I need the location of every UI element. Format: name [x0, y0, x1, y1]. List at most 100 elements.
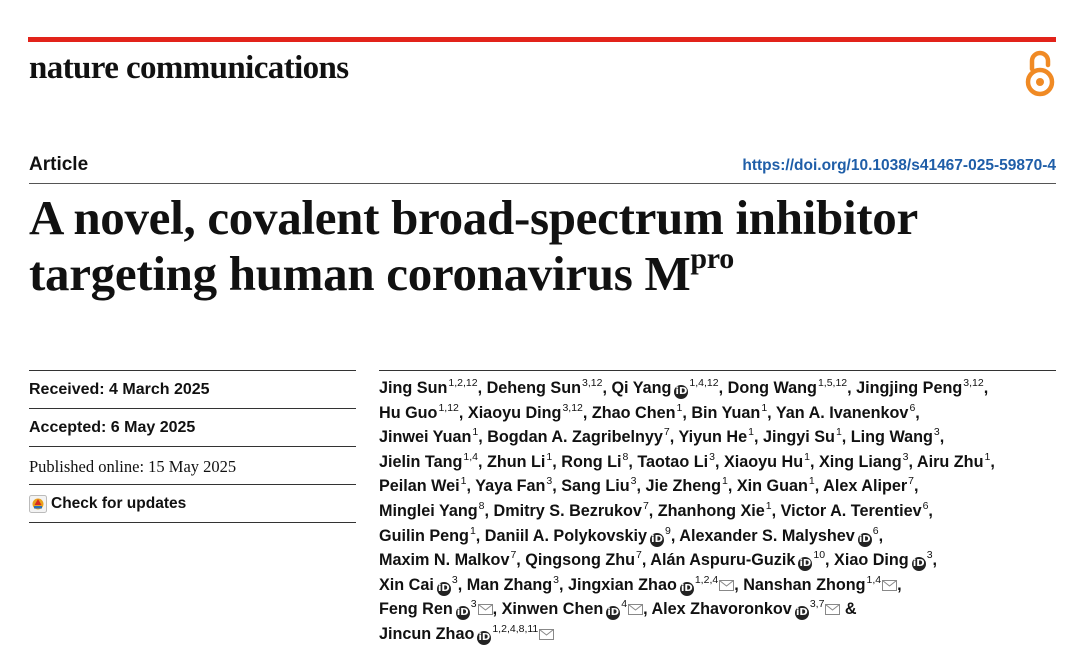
- author[interactable]: Hu Guo1,12: [379, 401, 459, 421]
- author-name: Dmitry S. Bezrukov: [493, 501, 642, 520]
- check-for-updates-link[interactable]: Check for updates: [29, 495, 356, 513]
- orcid-icon[interactable]: iD: [606, 606, 621, 621]
- orcid-icon[interactable]: iD: [455, 606, 470, 621]
- author[interactable]: Xiaoyu Hu1: [724, 452, 810, 471]
- author-name: Ling Wang: [850, 428, 933, 447]
- author-name: Bogdan A. Zagribelnyy: [487, 428, 663, 447]
- author[interactable]: Airu Zhu1: [917, 452, 990, 471]
- author-affiliation: 1,2,12: [448, 377, 478, 389]
- author-name: Alex Zhavoronkov: [651, 600, 792, 619]
- author[interactable]: Rong Li8: [561, 452, 628, 471]
- author[interactable]: Sang Liu3: [561, 475, 637, 496]
- author[interactable]: Qi Yang iD1,4,12: [611, 377, 719, 399]
- author[interactable]: Xin Cai iD3: [379, 573, 458, 596]
- author[interactable]: Jing Sun1,2,12: [379, 377, 478, 397]
- author[interactable]: Deheng Sun3,12: [486, 378, 603, 397]
- author[interactable]: Zhun Li1: [487, 452, 552, 471]
- author[interactable]: Yiyun He1: [678, 427, 754, 447]
- author[interactable]: Jie Zheng1: [645, 476, 727, 496]
- email-icon[interactable]: [477, 600, 493, 618]
- author-name: Jie Zheng: [645, 477, 722, 496]
- title-divider: [29, 183, 1056, 184]
- email-icon[interactable]: [718, 576, 735, 594]
- author[interactable]: Qingsong Zhu7: [525, 550, 642, 569]
- email-icon[interactable]: [538, 625, 555, 643]
- author[interactable]: Jinwei Yuan1: [379, 427, 478, 447]
- orcid-icon[interactable]: iD: [477, 630, 492, 645]
- author[interactable]: Xing Liang3: [819, 450, 909, 471]
- orcid-icon[interactable]: iD: [436, 581, 451, 596]
- author-line: Hu Guo1,12, Xiaoyu Ding3,12, Zhao Chen1,…: [379, 401, 920, 422]
- author[interactable]: Victor A. Terentiev6: [781, 501, 929, 520]
- author[interactable]: Alexander S. Malyshev iD6: [679, 525, 879, 547]
- author-name: Sang Liu: [561, 477, 630, 496]
- author[interactable]: Jielin Tang1,4: [379, 452, 478, 471]
- author[interactable]: Xin Guan1: [737, 476, 815, 495]
- doi-link[interactable]: https://doi.org/10.1038/s41467-025-59870…: [742, 157, 1056, 174]
- author[interactable]: Dmitry S. Bezrukov7: [493, 499, 649, 520]
- author[interactable]: Alán Aspuru-Guzik iD10: [650, 550, 825, 572]
- author[interactable]: Yaya Fan3: [475, 476, 552, 495]
- author[interactable]: Xinwen Chen iD4: [502, 599, 644, 621]
- author-affiliation: 3: [630, 475, 637, 488]
- author-affiliation: 3: [470, 598, 477, 611]
- orcid-icon[interactable]: iD: [674, 385, 689, 399]
- author-affiliation: 1,2,4: [694, 573, 719, 586]
- email-icon[interactable]: [824, 600, 841, 618]
- author-affiliation: 1,12: [438, 401, 459, 414]
- author-name: Deheng Sun: [486, 379, 581, 397]
- author[interactable]: Zhanhong Xie1: [658, 501, 772, 520]
- author-name: Zhao Chen: [591, 403, 676, 422]
- author[interactable]: Guilin Peng1: [379, 525, 476, 544]
- author-affiliation: 3: [926, 549, 933, 562]
- author-affiliation: 3: [933, 426, 940, 439]
- author[interactable]: Daniil A. Polykovskiy iD9: [485, 525, 671, 547]
- author-list: Jing Sun1,2,12, Deheng Sun3,12, Qi Yang i…: [379, 376, 1069, 647]
- orcid-icon[interactable]: iD: [911, 557, 926, 572]
- author-line: Minglei Yang8, Dmitry S. Bezrukov7, Zhan…: [379, 499, 933, 520]
- author-name: Peilan Wei: [379, 477, 460, 496]
- orcid-icon[interactable]: iD: [798, 557, 813, 572]
- author-affiliation: 1,4,12: [689, 377, 719, 389]
- author[interactable]: Bogdan A. Zagribelnyy7: [487, 427, 670, 447]
- author-name: Minglei Yang: [379, 501, 478, 520]
- published-date: Published online: 15 May 2025: [29, 446, 356, 484]
- orcid-icon[interactable]: iD: [650, 532, 665, 547]
- author[interactable]: Man Zhang3: [467, 573, 559, 594]
- author[interactable]: Minglei Yang8: [379, 501, 485, 520]
- author-affiliation: 3: [451, 573, 458, 586]
- author[interactable]: Peilan Wei1: [379, 476, 467, 496]
- author[interactable]: Zhao Chen1: [591, 402, 682, 422]
- author[interactable]: Jingyi Su1: [763, 427, 842, 446]
- author[interactable]: Taotao Li3: [637, 452, 715, 471]
- orcid-icon[interactable]: iD: [679, 581, 694, 596]
- author[interactable]: Alex Zhavoronkov iD3,7: [651, 599, 841, 621]
- email-icon[interactable]: [627, 600, 644, 618]
- author[interactable]: Bin Yuan1: [691, 402, 767, 421]
- author-name: Jingjing Peng: [856, 379, 963, 397]
- journal-name[interactable]: nature communications: [29, 50, 349, 86]
- author[interactable]: Feng Ren iD3: [379, 598, 493, 621]
- journal-accent-bar: [28, 37, 1056, 42]
- author[interactable]: Xiao Ding iD3: [834, 549, 933, 572]
- email-icon[interactable]: [881, 576, 898, 594]
- author-name: Yiyun He: [678, 428, 748, 447]
- author[interactable]: Maxim N. Malkov7: [379, 550, 516, 569]
- author[interactable]: Jingxian Zhao iD1,2,4: [568, 573, 735, 596]
- orcid-icon[interactable]: iD: [794, 606, 809, 621]
- author-name: Jinwei Yuan: [379, 428, 472, 447]
- author[interactable]: Jingjing Peng3,12: [856, 378, 984, 397]
- author[interactable]: Nanshan Zhong1,4: [743, 575, 898, 594]
- author[interactable]: Dong Wang1,5,12: [728, 378, 848, 397]
- author-affiliation: 3: [902, 450, 909, 463]
- author-affiliation: 7: [642, 499, 649, 512]
- author[interactable]: Ling Wang3: [850, 426, 940, 447]
- orcid-icon[interactable]: iD: [857, 532, 872, 547]
- author[interactable]: Alex Aliper7: [823, 476, 914, 495]
- author[interactable]: Jincun Zhao iD1,2,4,8,11: [379, 624, 555, 645]
- author[interactable]: Xiaoyu Ding3,12: [468, 402, 583, 421]
- author[interactable]: Yan A. Ivanenkov6: [776, 402, 915, 421]
- author-affiliation: 3: [553, 573, 559, 586]
- open-access-lock-icon[interactable]: [1022, 48, 1058, 98]
- author-name: Nanshan Zhong: [743, 575, 866, 594]
